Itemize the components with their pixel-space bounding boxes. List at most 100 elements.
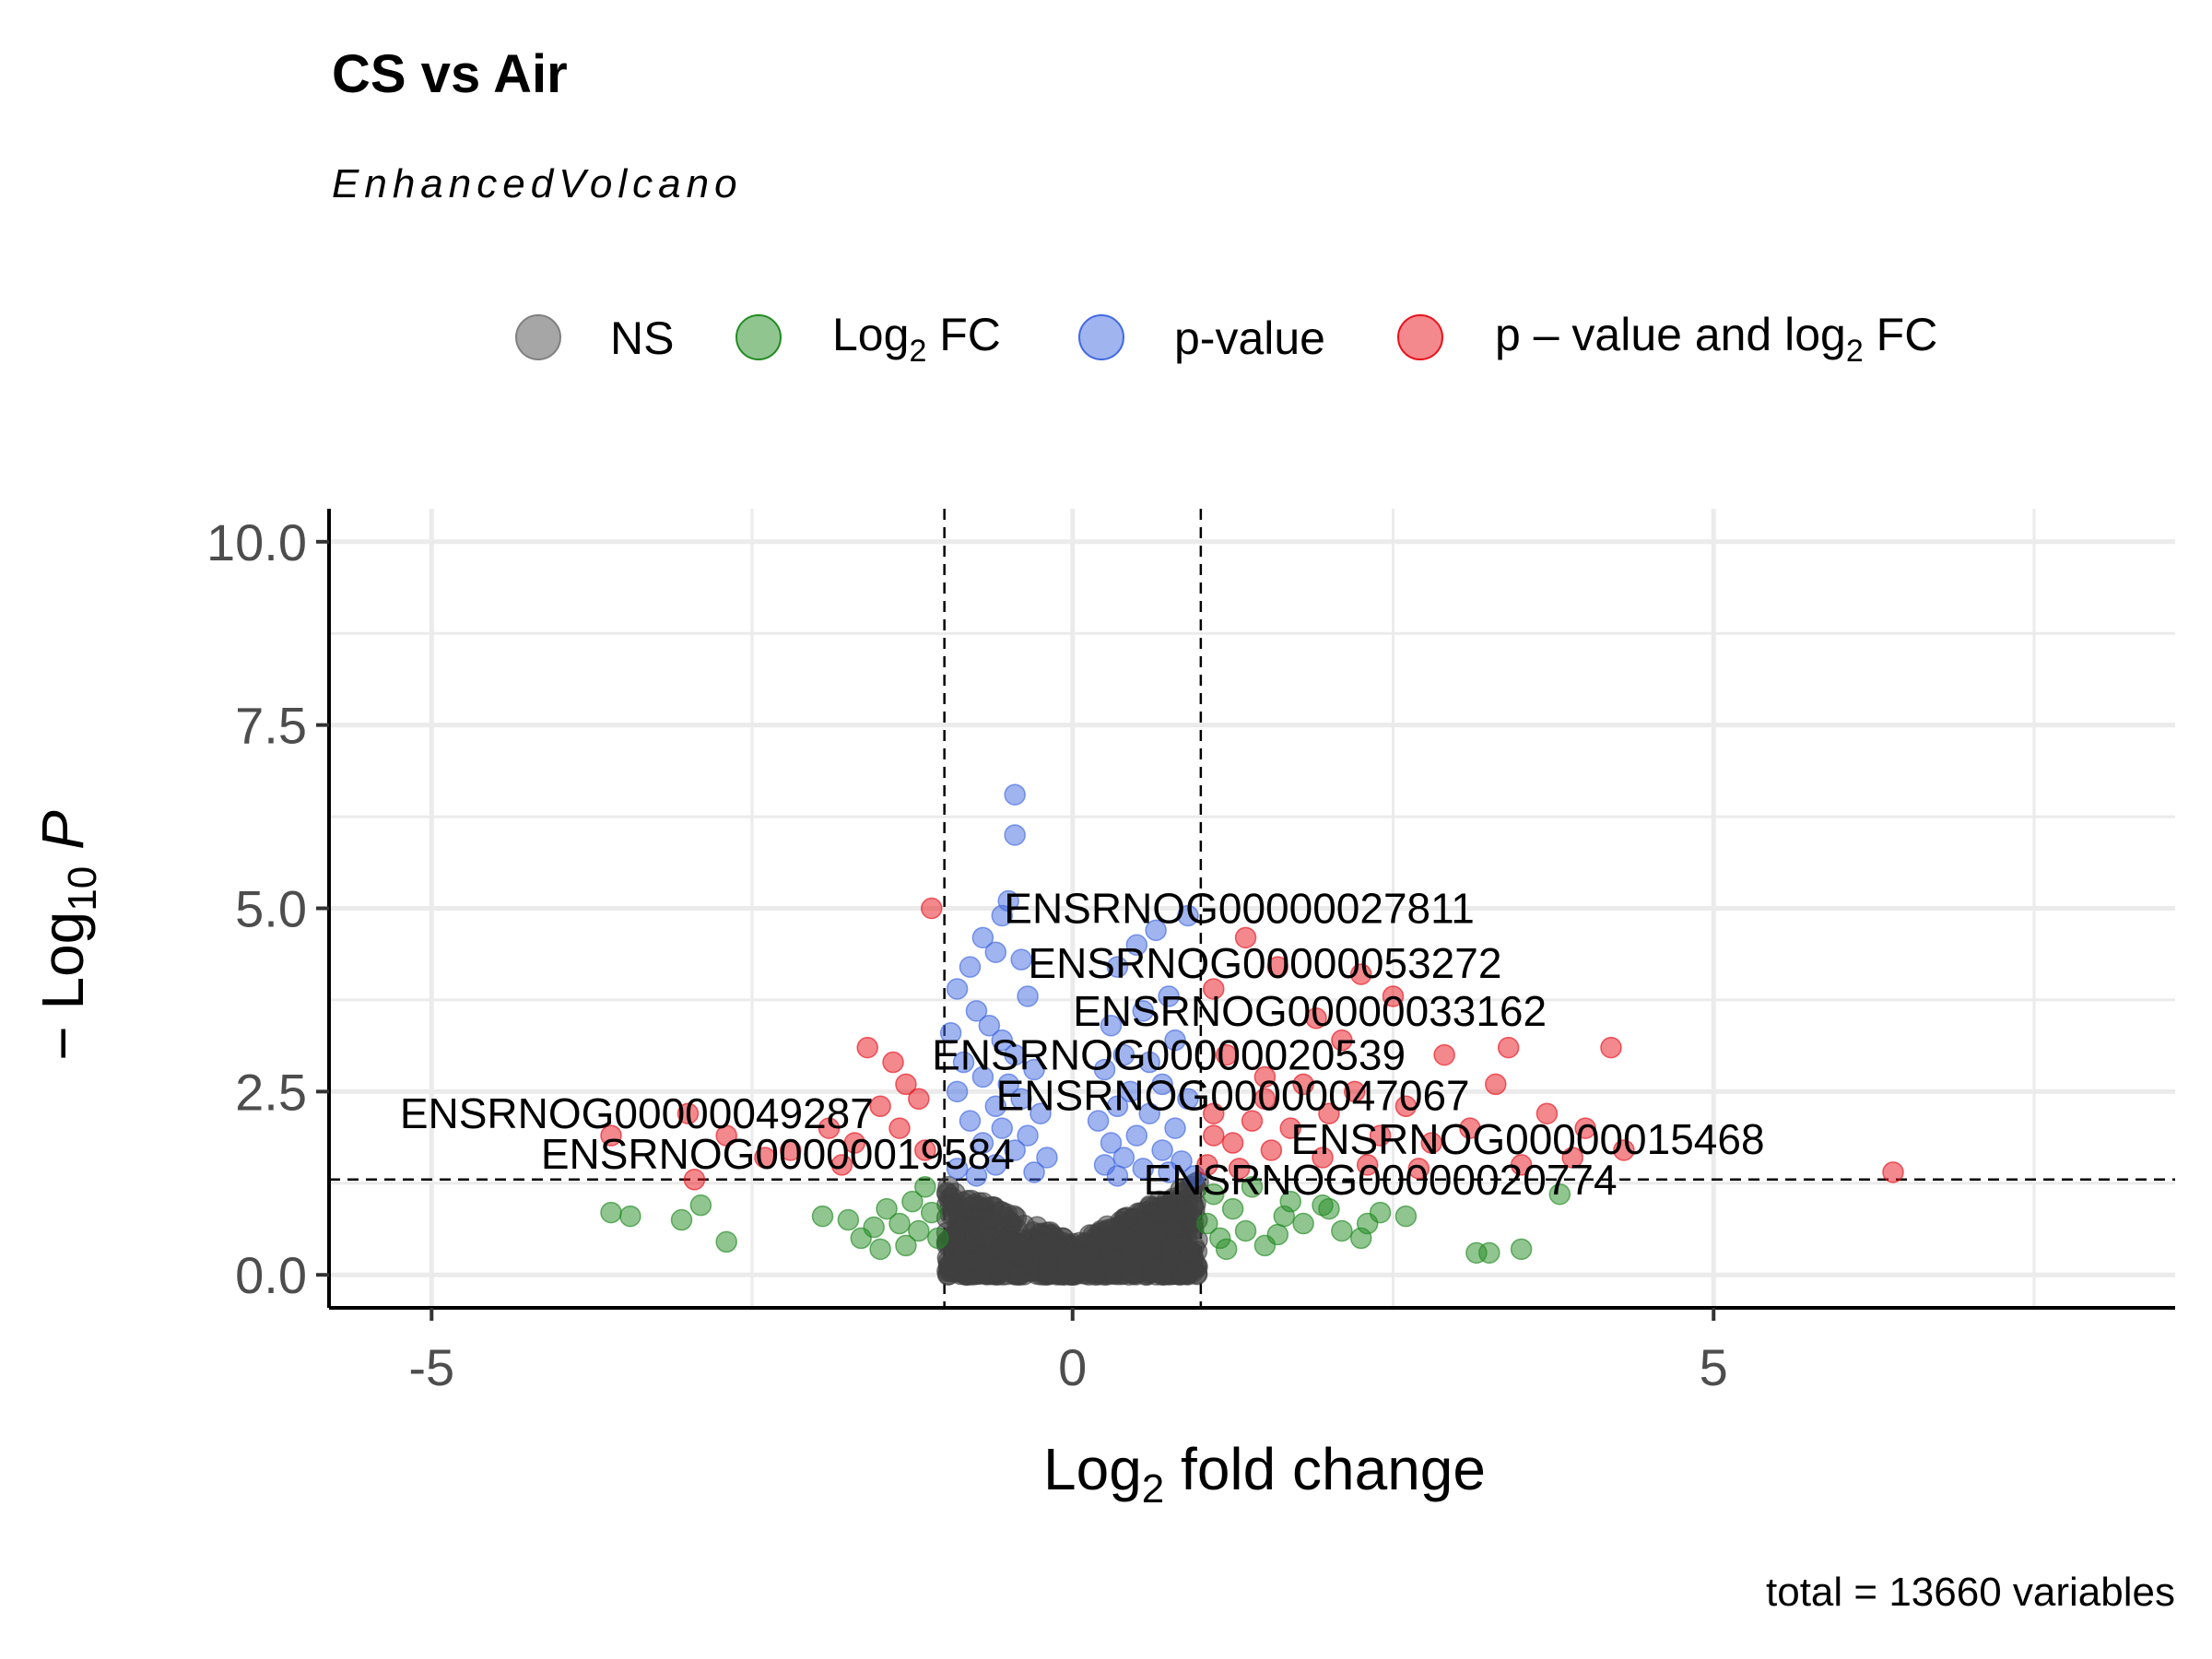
pvalue-point [1132,1000,1155,1022]
y-tick-label: 7.5 [235,697,307,755]
pvalue-point [965,1000,988,1022]
pvalue-and-log2fc-point [1407,1158,1430,1180]
y-tick-label: 5.0 [235,880,307,938]
log2fc-point [895,1234,917,1257]
pvalue-point [1119,1080,1142,1103]
log2fc-point [1215,1238,1238,1261]
pvalue-and-log2fc-point [856,1036,878,1059]
pvalue-point [1106,1095,1129,1118]
pvalue-and-log2fc-point [1253,1088,1277,1111]
log2fc-point [600,1201,622,1224]
pvalue-and-log2fc-point [1600,1036,1622,1059]
pvalue-point [971,1065,994,1088]
pvalue-point [971,926,994,949]
x-tick-label: 5 [1700,1338,1728,1396]
ns-point [1037,1262,1060,1284]
pvalue-and-log2fc-point [1535,1102,1559,1124]
log2fc-point [715,1230,737,1253]
log2fc-point [689,1194,712,1217]
pvalue-and-log2fc-point [1574,1117,1596,1139]
ns-point [1160,1245,1182,1268]
log2fc-point [1221,1197,1244,1220]
pvalue-and-log2fc-point [1203,1124,1225,1147]
gene-labels: ENSRNOG00000027811ENSRNOG00000053272ENSR… [400,885,1765,1204]
pvalue-point [1036,1147,1058,1169]
pvalue-and-log2fc-point [677,1102,700,1124]
ns-point [1178,1244,1201,1267]
pvalue-point [984,941,1007,963]
pvalue-point [1093,1058,1116,1081]
pvalue-point [971,1132,994,1154]
pvalue-point [1112,1043,1135,1066]
pvalue-and-log2fc-point [908,1088,930,1111]
pvalue-and-log2fc-point [888,1117,911,1139]
pvalue-point [991,904,1014,927]
ns-point [1155,1190,1178,1213]
pvalue-point [1125,934,1148,957]
pvalue-and-log2fc-point [1203,978,1225,1000]
log2fc-point [869,1238,891,1261]
pvalue-and-log2fc-point [1221,1132,1244,1154]
pvalue-point [1087,1110,1110,1132]
pvalue-and-log2fc-point [1420,1132,1442,1154]
log2fc-point [1356,1212,1379,1235]
pvalue-and-log2fc-point [882,1051,904,1074]
pvalue-and-log2fc-point [1253,1065,1277,1088]
pvalue-point [1030,1102,1052,1124]
ns-point [991,1201,1014,1223]
pvalue-point [1100,1015,1123,1037]
log2fc-point [901,1190,924,1213]
log2fc-point [1266,1223,1289,1246]
pvalue-point [939,1021,962,1044]
ns-point [941,1202,964,1224]
legend-key-ns [515,314,561,360]
ns-point [1116,1206,1138,1229]
pvalue-and-log2fc-point [1312,1147,1334,1169]
gene-label: ENSRNOG00000033162 [1073,987,1547,1035]
gene-label: ENSRNOG00000049287 [400,1089,874,1137]
ns-point [1146,1222,1168,1245]
ns-point [1067,1246,1090,1269]
pvalue-point [965,1165,988,1187]
pvalue-point [1138,1051,1160,1074]
y-axis-title: − Log10 P [29,810,105,1061]
log2fc-point [914,1176,936,1198]
pvalue-point [1158,985,1180,1007]
legend-label-ns: NS [610,312,674,364]
log2fc-point [863,1216,885,1239]
pvalue-point [959,956,982,978]
ns-point [960,1189,982,1212]
legend-key-log2fc [735,314,782,360]
pvalue-and-log2fc-point [895,1073,917,1096]
pvalue-point [997,1073,1019,1096]
pvalue-and-log2fc-point [1382,985,1405,1007]
pvalue-and-log2fc-point [1266,956,1289,978]
log2fc-point [1241,1176,1264,1198]
log2fc-point [926,1227,949,1250]
pvalue-and-log2fc-point [1260,1139,1283,1161]
pvalue-and-log2fc-point [1613,1139,1635,1161]
pvalue-point [1151,1139,1173,1161]
pvalue-and-log2fc-point [715,1124,737,1147]
y-tick-label: 10.0 [206,513,307,571]
pvalue-and-log2fc-point [1369,1124,1392,1147]
pvalue-point [991,1029,1014,1052]
pvalue-point [1106,956,1129,978]
log2fc-point [1318,1197,1340,1220]
pvalue-point [952,1051,975,1074]
pvalue-point [1151,1073,1173,1096]
legend-key-pvalue [1078,314,1124,360]
pvalue-and-log2fc-point [1882,1161,1904,1183]
pvalue-and-log2fc-point [754,1147,776,1169]
log2fc-point [1478,1241,1500,1265]
pvalue-point [1106,1165,1129,1187]
ns-point [963,1251,985,1273]
pvalue-point [1158,1161,1180,1183]
pvalue-and-log2fc-point [1510,1154,1533,1176]
log2fc-point [876,1197,898,1220]
chart-subtitle: EnhancedVolcano [332,161,743,206]
caption: total = 13660 variables [1766,1570,2175,1615]
y-tick-label: 2.5 [235,1063,307,1121]
log2fc-point [908,1219,930,1242]
pvalue-point [1017,1124,1039,1147]
